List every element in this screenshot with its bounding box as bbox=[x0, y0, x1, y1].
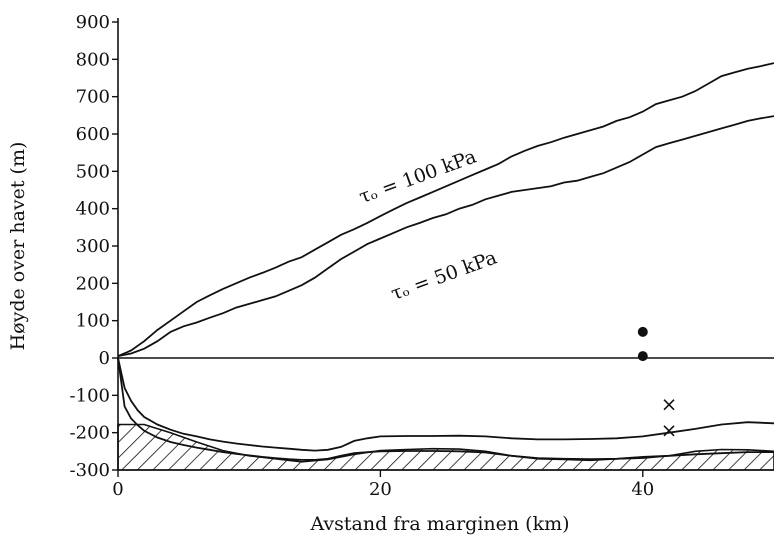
series-line-surface-50kPa bbox=[117, 115, 774, 357]
bedrock-hatched-area bbox=[117, 423, 774, 471]
axes: -300-200-1000100200300400500600700800900… bbox=[70, 12, 774, 500]
y-tick-label: 300 bbox=[76, 236, 110, 257]
marker-circle-1 bbox=[637, 351, 648, 362]
series-line-surface-100kPa bbox=[117, 62, 774, 357]
y-tick-label: 0 bbox=[99, 348, 110, 369]
x-tick-label: 20 bbox=[369, 479, 392, 500]
annotation-label: τₒ = 50 kPa bbox=[388, 247, 500, 306]
y-tick-label: 500 bbox=[76, 161, 110, 182]
y-tick-label: -200 bbox=[70, 423, 110, 444]
marker-cross-2 bbox=[663, 399, 675, 411]
series-line-bed-upper bbox=[117, 357, 774, 452]
y-tick-label: -300 bbox=[70, 460, 110, 481]
bedrock-area bbox=[117, 423, 774, 471]
marker-cross-3 bbox=[663, 425, 675, 437]
series-lines bbox=[117, 62, 774, 461]
x-tick-label: 40 bbox=[631, 479, 654, 500]
markers bbox=[637, 326, 675, 437]
marker-circle-0 bbox=[637, 326, 648, 337]
y-tick-label: 400 bbox=[76, 199, 110, 220]
x-tick-label: 0 bbox=[112, 479, 123, 500]
y-tick-label: -100 bbox=[70, 385, 110, 406]
y-tick-label: 800 bbox=[76, 49, 110, 70]
y-tick-label: 100 bbox=[76, 311, 110, 332]
series-line-bed-lower bbox=[117, 357, 774, 461]
y-tick-label: 600 bbox=[76, 124, 110, 145]
y-tick-label: 900 bbox=[76, 12, 110, 33]
y-axis-title: Høyde over havet (m) bbox=[7, 142, 29, 351]
y-tick-label: 200 bbox=[76, 273, 110, 294]
y-tick-label: 700 bbox=[76, 87, 110, 108]
x-axis-title: Avstand fra marginen (km) bbox=[309, 513, 569, 535]
